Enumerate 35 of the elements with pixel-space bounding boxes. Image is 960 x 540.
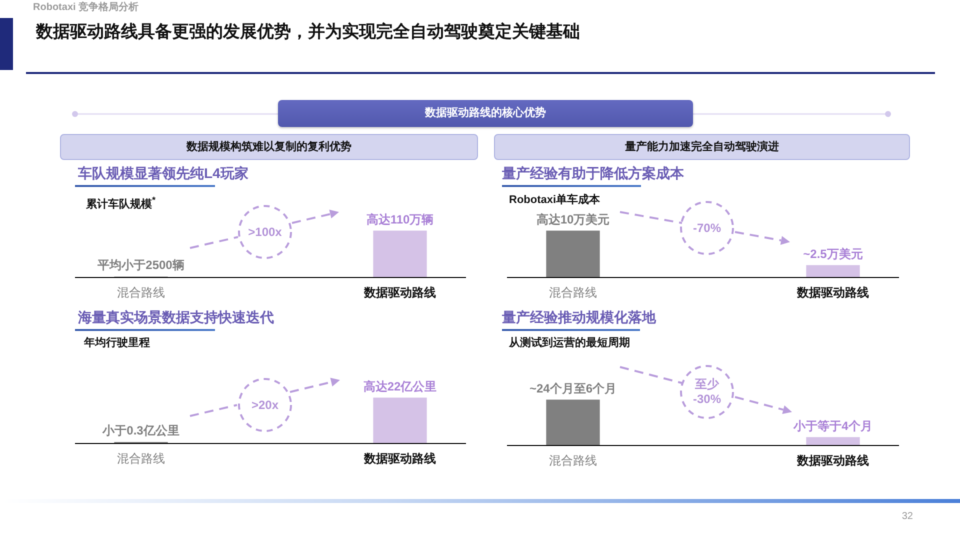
data-label: ~2.5万美元 (803, 246, 863, 261)
x-tick-label: 混合路线 (117, 286, 165, 300)
data-label: 高达22亿公里 (363, 379, 437, 394)
text: 数据规模构筑难以复制的复利优势 (186, 140, 352, 154)
text: 量产能力加速完全自动驾驶演进 (625, 140, 779, 154)
x-tick-label: 数据驱动路线 (796, 286, 869, 300)
chart-title: 海量真实场景数据支持快速迭代 (78, 309, 274, 325)
x-tick-label: 混合路线 (549, 286, 597, 300)
data-label: 小于0.3亿公里 (102, 424, 180, 438)
chart-subtitle: Robotaxi单车成本 (509, 193, 600, 207)
text: Robotaxi 竞争格局分析 (33, 2, 139, 14)
annotation: >20x (251, 398, 279, 412)
text: 至少 (695, 377, 719, 392)
data-label: ~24个月至6个月 (529, 381, 617, 396)
x-tick-label: 数据驱动路线 (363, 286, 436, 300)
chart-title: 车队规模显著领先纯L4玩家 (78, 165, 248, 181)
chart-title: 量产经验有助于降低方案成本 (502, 165, 684, 181)
text: 数据驱动路线具备更强的发展优势，并为实现完全自动驾驶奠定关键基础 (36, 21, 580, 43)
chart-subtitle: 从测试到运营的最短周期 (509, 336, 630, 350)
data-label: 小于等于4个月 (792, 418, 872, 433)
chart-subtitle: 累计车队规模$^{*}$ (86, 194, 156, 212)
text: 数据驱动路线的核心优势 (425, 107, 546, 120)
text: 32 (902, 511, 913, 522)
x-tick-label: 混合路线 (549, 454, 597, 468)
annotation: -30% (692, 392, 721, 407)
annotation: >100x (248, 224, 282, 240)
data-label: 高达10万美元 (536, 212, 610, 226)
data-label: 平均小于2500辆 (96, 258, 184, 272)
x-tick-label: 混合路线 (117, 452, 165, 466)
x-tick-label: 数据驱动路线 (363, 452, 436, 466)
data-label: 高达110万辆 (366, 212, 434, 226)
x-tick-label: 数据驱动路线 (796, 454, 869, 468)
chart-title: 量产经验推动规模化落地 (502, 309, 656, 325)
chart-subtitle: 年均行驶里程 (84, 336, 150, 350)
annotation: -70% (692, 220, 721, 236)
